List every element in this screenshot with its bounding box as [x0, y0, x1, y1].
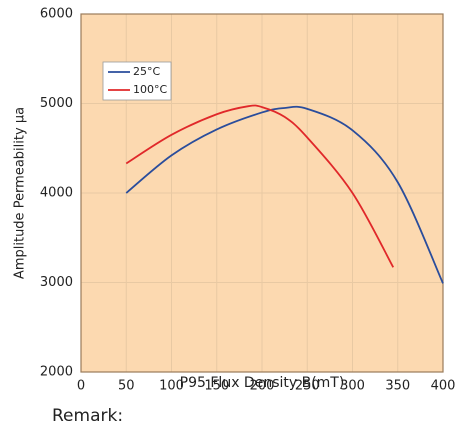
- line-series: [125, 104, 395, 268]
- legend: [102, 61, 172, 101]
- y-tick-label: 2000: [40, 365, 73, 380]
- line-series: [125, 105, 444, 284]
- y-tick-label: 4000: [40, 186, 73, 201]
- x-tick-label: 150: [204, 379, 229, 394]
- legend-label: 25°C: [133, 65, 160, 78]
- x-axis-label: P95 Flux Density B(mT): [180, 375, 345, 391]
- y-tick-label: 6000: [40, 7, 73, 22]
- x-tick-label: 400: [431, 379, 456, 394]
- x-tick-label: 300: [340, 379, 365, 394]
- x-tick-label: 200: [250, 379, 275, 394]
- x-tick-label: 350: [385, 379, 410, 394]
- y-tick-label: 5000: [40, 96, 73, 111]
- annotation: Remark:: [52, 406, 123, 421]
- y-axis-label: Amplitude Permeability μa: [13, 107, 28, 279]
- x-tick-label: 100: [159, 379, 184, 394]
- plot: 0 50 100 150 200 250 300 350 400 2000 3000 4000 5000…: [40, 7, 456, 394]
- x-tick-label: 0: [77, 379, 85, 394]
- legend-label: 100°C: [133, 83, 167, 96]
- x-tick-label: 250: [295, 379, 320, 394]
- x-tick-label: 50: [118, 379, 135, 394]
- y-tick-label: 3000: [40, 275, 73, 290]
- plot-frame: [80, 13, 444, 373]
